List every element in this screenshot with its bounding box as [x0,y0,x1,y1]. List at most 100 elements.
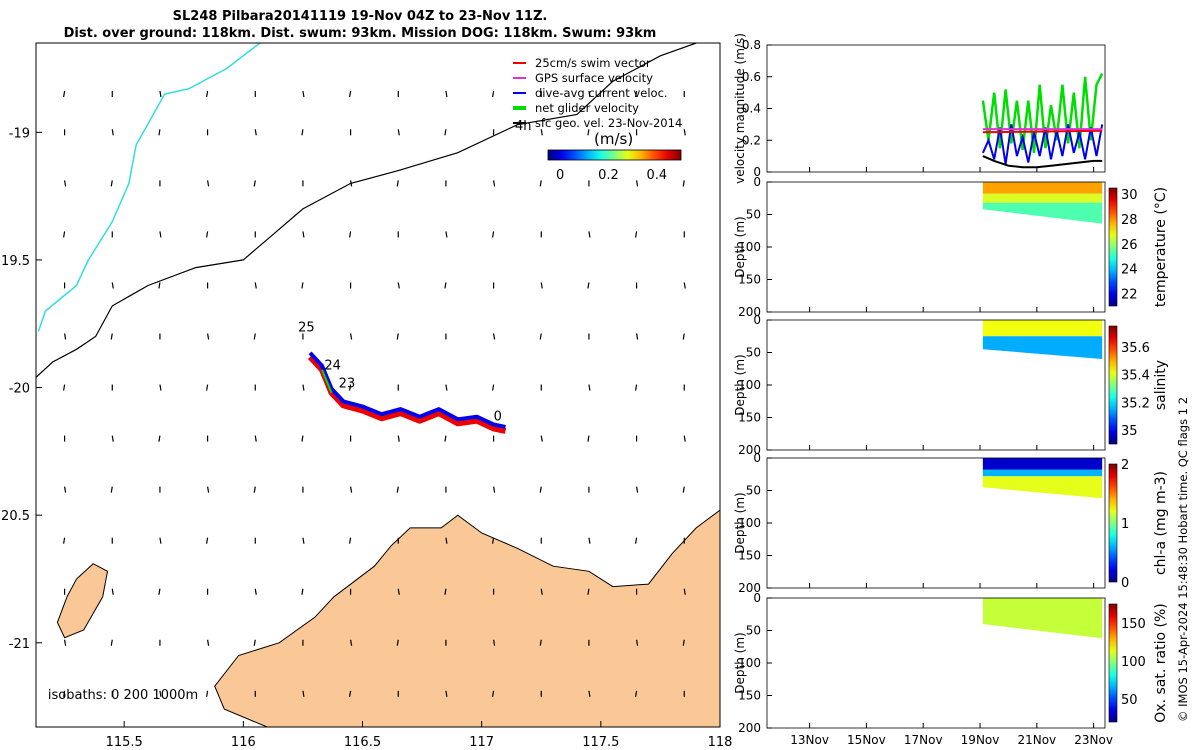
current-vector [349,231,352,238]
legend-label: net glider velocity [535,101,639,115]
current-vector [253,486,256,493]
current-vector [207,333,210,340]
current-vector [445,690,448,697]
panel-y-label: Depth (m) [733,492,747,553]
map-colorbar-tick-label: 0.4 [646,168,667,183]
current-vector [682,333,685,340]
map-colorbar-tick-label: 0.2 [598,168,619,183]
depth-y-tick-label: 200 [738,721,761,735]
current-vector [254,588,257,595]
profile-data-band [982,598,1103,639]
depth-y-tick-label: 0 [753,451,761,465]
profile-data-band [982,336,1103,359]
current-vector [635,180,639,187]
current-vector [63,537,66,544]
panel-colorbar-tick-label: 50 [1121,693,1138,708]
current-vector [634,90,638,98]
glider-track-dive-avg [308,351,506,429]
current-vector [350,486,353,493]
current-vector [682,639,685,646]
current-vector [207,639,210,646]
current-vector [349,537,352,544]
profile-data-band [982,182,1103,194]
date-x-tick-label: 15Nov [847,733,886,747]
title-line-2: Dist. over ground: 118km. Dist. swum: 93… [63,26,657,41]
current-vector [253,333,256,340]
glider-track-net [321,369,333,394]
current-vector [301,588,304,595]
date-x-tick-label: 13Nov [790,733,829,747]
current-vector [587,435,590,442]
current-vector [349,90,352,98]
current-vector [301,129,304,136]
current-vector [683,588,686,595]
map-colorbar-tick-label: 0 [556,168,564,183]
current-vector [587,129,590,136]
current-vector [302,231,305,238]
current-vector [540,588,543,595]
current-vector [539,486,542,493]
profile-data-band [982,458,1103,470]
current-vector [444,588,447,595]
current-vector [588,384,591,391]
depth-y-tick-label: 0 [753,175,761,189]
current-vector [206,231,209,238]
depth-y-tick-label: 200 [738,581,761,595]
current-vector [634,231,638,238]
panel-colorbar-tick-label: 150 [1121,617,1146,632]
current-vector [111,282,114,289]
velocity-y-tick-label: 0.2 [742,133,761,147]
current-vector [491,231,495,238]
isobath-1000m [37,43,261,332]
current-vector [159,90,162,98]
current-vector [444,282,447,289]
current-vector [64,333,67,340]
current-vector [350,180,353,187]
current-vector [64,486,67,493]
panel-y-label: Depth (m) [733,354,747,415]
current-vector [492,180,496,187]
profile-data-band [982,469,1103,477]
profile-data-band [982,202,1103,224]
panel-colorbar-label: temperature (°C) [1153,187,1169,307]
panel-frame [766,457,1106,589]
current-vector [110,333,113,340]
panel-2: 0 50 100 150 200 22 24 26 28 30 temperature (°C) De… [733,175,1169,319]
current-vector [254,129,257,136]
current-vector [159,384,162,391]
depth-y-tick-label: 200 [738,443,761,457]
current-vector [587,282,590,289]
panel-y-label: Depth (m) [733,632,747,693]
velocity-series-line [981,124,1104,165]
current-vector [635,639,639,646]
panel-colorbar-tick-label: 1 [1121,517,1129,532]
map-x-tick-label: 116.5 [344,735,381,750]
panel-5: 0 50 100 150 200 50 100 150 Ox. sat. ratio (%) De… [733,591,1169,747]
date-x-tick-label: 17Nov [904,733,943,747]
current-vector [302,90,305,98]
current-vector [349,690,352,697]
panel-colorbar-tick-label: 26 [1121,238,1138,253]
current-vector [539,180,542,187]
current-vector [254,435,257,442]
map-frame [35,42,721,728]
panel-colorbar-tick-label: 35.6 [1121,341,1150,356]
depth-y-tick-label: 50 [746,484,761,498]
current-vector [396,639,399,646]
current-vector [350,333,353,340]
current-vector [635,333,639,340]
panel-colorbar [1108,603,1118,723]
panel-y-label: Depth (m) [733,216,747,277]
current-vector [158,282,161,289]
current-vector [350,639,353,646]
current-vector [540,435,543,442]
current-vector [111,129,114,136]
time-label-24: 24 [324,359,341,374]
current-vector [64,180,67,187]
current-vector [491,537,495,544]
panel-colorbar [1108,325,1118,445]
map-x-tick-label: 116 [231,735,256,750]
legend-label: dive-avg current veloc. [535,86,668,100]
current-vector [540,129,543,136]
